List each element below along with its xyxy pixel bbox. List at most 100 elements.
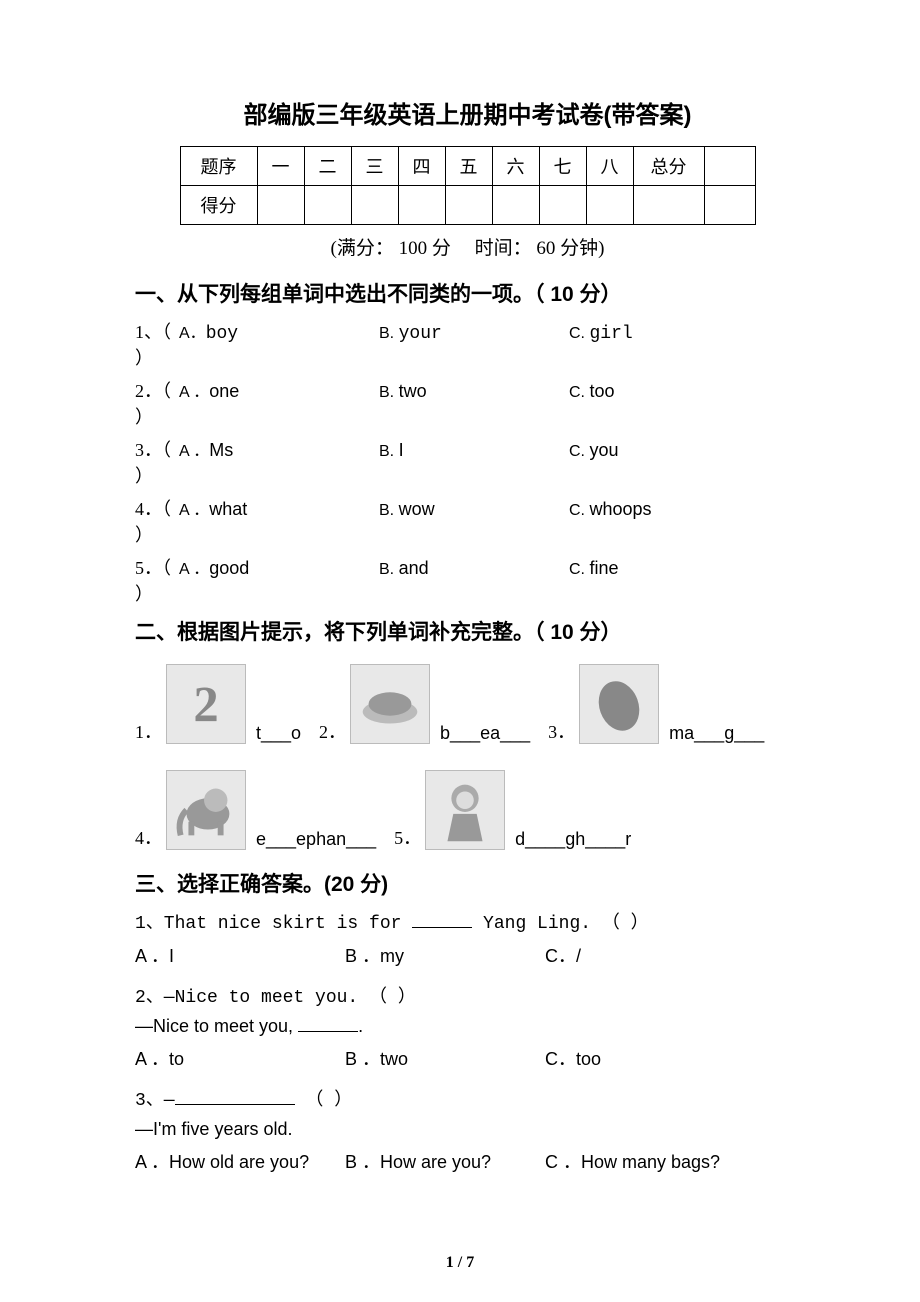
- option-c: C．/: [545, 942, 800, 968]
- option-b: B ．two: [345, 1045, 545, 1071]
- item-number: 1．: [135, 718, 162, 744]
- opt-text: your: [399, 324, 442, 344]
- option-a: A ．How old are you?: [135, 1148, 345, 1174]
- picture-item: 3． ma___g___: [548, 664, 764, 744]
- section-2-heading: 二、根据图片提示，将下列单词补充完整。（ 10 分）: [135, 616, 800, 646]
- opt-letter: C.: [569, 443, 585, 460]
- opt-letter: B.: [379, 384, 394, 401]
- score-cell: [445, 186, 492, 225]
- picture-item: 1． 2 t___o: [135, 664, 301, 744]
- score-cell: [257, 186, 304, 225]
- q-number: 1、（ ）: [135, 318, 179, 370]
- opt-text: boy: [206, 324, 238, 344]
- empty-cell: [704, 147, 755, 186]
- score-cell: [351, 186, 398, 225]
- opt-letter: B.: [379, 443, 394, 460]
- exam-page: 部编版三年级英语上册期中考试卷(带答案) 题序 一 二 三 四 五 六 七 八 …: [0, 0, 920, 1302]
- col-header: 五: [445, 147, 492, 186]
- mcq-row: 4．（ ） A ．what B. wow C. whoops: [135, 495, 800, 547]
- table-row: 得分: [180, 186, 755, 225]
- line-text: .: [358, 1016, 363, 1036]
- girl-icon: [425, 770, 505, 850]
- row-label: 题序: [180, 147, 257, 186]
- opt-letter: C.: [569, 384, 585, 401]
- opt-letter: A ．: [179, 443, 209, 460]
- mcq-row: 5．（ ） A ．good B. and C. fine: [135, 554, 800, 606]
- mcq-row: 2．（ ） A ．one B. two C. too: [135, 377, 800, 429]
- opt-text: good: [209, 558, 249, 578]
- question-stem: 1、That nice skirt is for Yang Ling. （ ）: [135, 908, 800, 934]
- option-c: C．too: [545, 1045, 800, 1071]
- picture-item: 4． e___ephan___: [135, 770, 376, 850]
- score-cell: [633, 186, 704, 225]
- stem-text: 3、—: [135, 1091, 175, 1111]
- opt-text: Ms: [209, 440, 233, 460]
- col-header: 六: [492, 147, 539, 186]
- question-line: —I'm five years old.: [135, 1119, 800, 1140]
- score-cell: [586, 186, 633, 225]
- opt-letter: C.: [569, 502, 585, 519]
- fill-word: ma___g___: [669, 723, 764, 744]
- opt-text: I: [399, 440, 404, 460]
- blank-line: [175, 1090, 295, 1105]
- question-stem: 3、— （ ）: [135, 1085, 800, 1111]
- table-row: 题序 一 二 三 四 五 六 七 八 总分: [180, 147, 755, 186]
- options-row: A ．I B ．my C．/: [135, 942, 800, 968]
- section-1-heading: 一、从下列每组单词中选出不同类的一项。（ 10 分）: [135, 278, 800, 308]
- stem-text: Yang Ling. （ ）: [472, 914, 648, 934]
- q-number: 5．（ ）: [135, 554, 179, 606]
- score-cell: [492, 186, 539, 225]
- picture-item: 5． d____gh____r: [394, 770, 631, 850]
- score-cell: [398, 186, 445, 225]
- item-number: 5．: [394, 824, 421, 850]
- col-header: 七: [539, 147, 586, 186]
- option-b: B ．How are you?: [345, 1148, 545, 1174]
- two-icon: 2: [166, 664, 246, 744]
- col-header: 一: [257, 147, 304, 186]
- svg-text:2: 2: [193, 677, 218, 733]
- options-row: A ．to B ．two C．too: [135, 1045, 800, 1071]
- col-header: 四: [398, 147, 445, 186]
- option-b: B ．my: [345, 942, 545, 968]
- question-stem: 2、—Nice to meet you. （ ）: [135, 982, 800, 1008]
- blank-line: [412, 913, 472, 928]
- bread-icon: [350, 664, 430, 744]
- fill-word: d____gh____r: [515, 829, 631, 850]
- opt-text: you: [590, 440, 619, 460]
- page-title: 部编版三年级英语上册期中考试卷(带答案): [135, 95, 800, 130]
- mcq-row: 3．（ ） A ．Ms B. I C. you: [135, 436, 800, 488]
- q-number: 4．（ ）: [135, 495, 179, 547]
- option-c: C ．How many bags?: [545, 1148, 800, 1174]
- opt-text: whoops: [590, 499, 652, 519]
- q-number: 2．（ ）: [135, 377, 179, 429]
- section-3-heading: 三、选择正确答案。(20 分): [135, 868, 800, 898]
- full-marks: (满分： 100 分: [331, 238, 451, 259]
- meta-line: (满分： 100 分 时间： 60 分钟): [135, 233, 800, 260]
- opt-letter: B.: [379, 325, 394, 342]
- option-a: A ．to: [135, 1045, 345, 1071]
- question-block: 1、That nice skirt is for Yang Ling. （ ） …: [135, 908, 800, 968]
- opt-letter: B.: [379, 561, 394, 578]
- question-block: 2、—Nice to meet you. （ ） —Nice to meet y…: [135, 982, 800, 1071]
- elephant-icon: [166, 770, 246, 850]
- opt-text: wow: [399, 499, 435, 519]
- opt-text: what: [209, 499, 247, 519]
- picture-row: 4． e___ephan___ 5． d____gh____r: [135, 770, 800, 858]
- mcq-row: 1、（ ） A．boy B. your C. girl: [135, 318, 800, 370]
- stem-text: （ ）: [305, 1091, 352, 1111]
- score-table: 题序 一 二 三 四 五 六 七 八 总分 得分: [180, 146, 756, 225]
- picture-row: 1． 2 t___o 2． b___ea___ 3． ma___g___: [135, 664, 800, 752]
- stem-text: 1、That nice skirt is for: [135, 914, 412, 934]
- opt-letter: C.: [569, 325, 585, 342]
- opt-text: too: [590, 381, 615, 401]
- opt-letter: A．: [179, 325, 206, 342]
- score-cell: [304, 186, 351, 225]
- mango-icon: [579, 664, 659, 744]
- item-number: 2．: [319, 718, 346, 744]
- opt-text: and: [399, 558, 429, 578]
- q-number: 3．（ ）: [135, 436, 179, 488]
- opt-text: two: [399, 381, 427, 401]
- page-number: 1 / 7: [0, 1254, 920, 1272]
- picture-item: 2． b___ea___: [319, 664, 530, 744]
- blank-line: [298, 1017, 358, 1032]
